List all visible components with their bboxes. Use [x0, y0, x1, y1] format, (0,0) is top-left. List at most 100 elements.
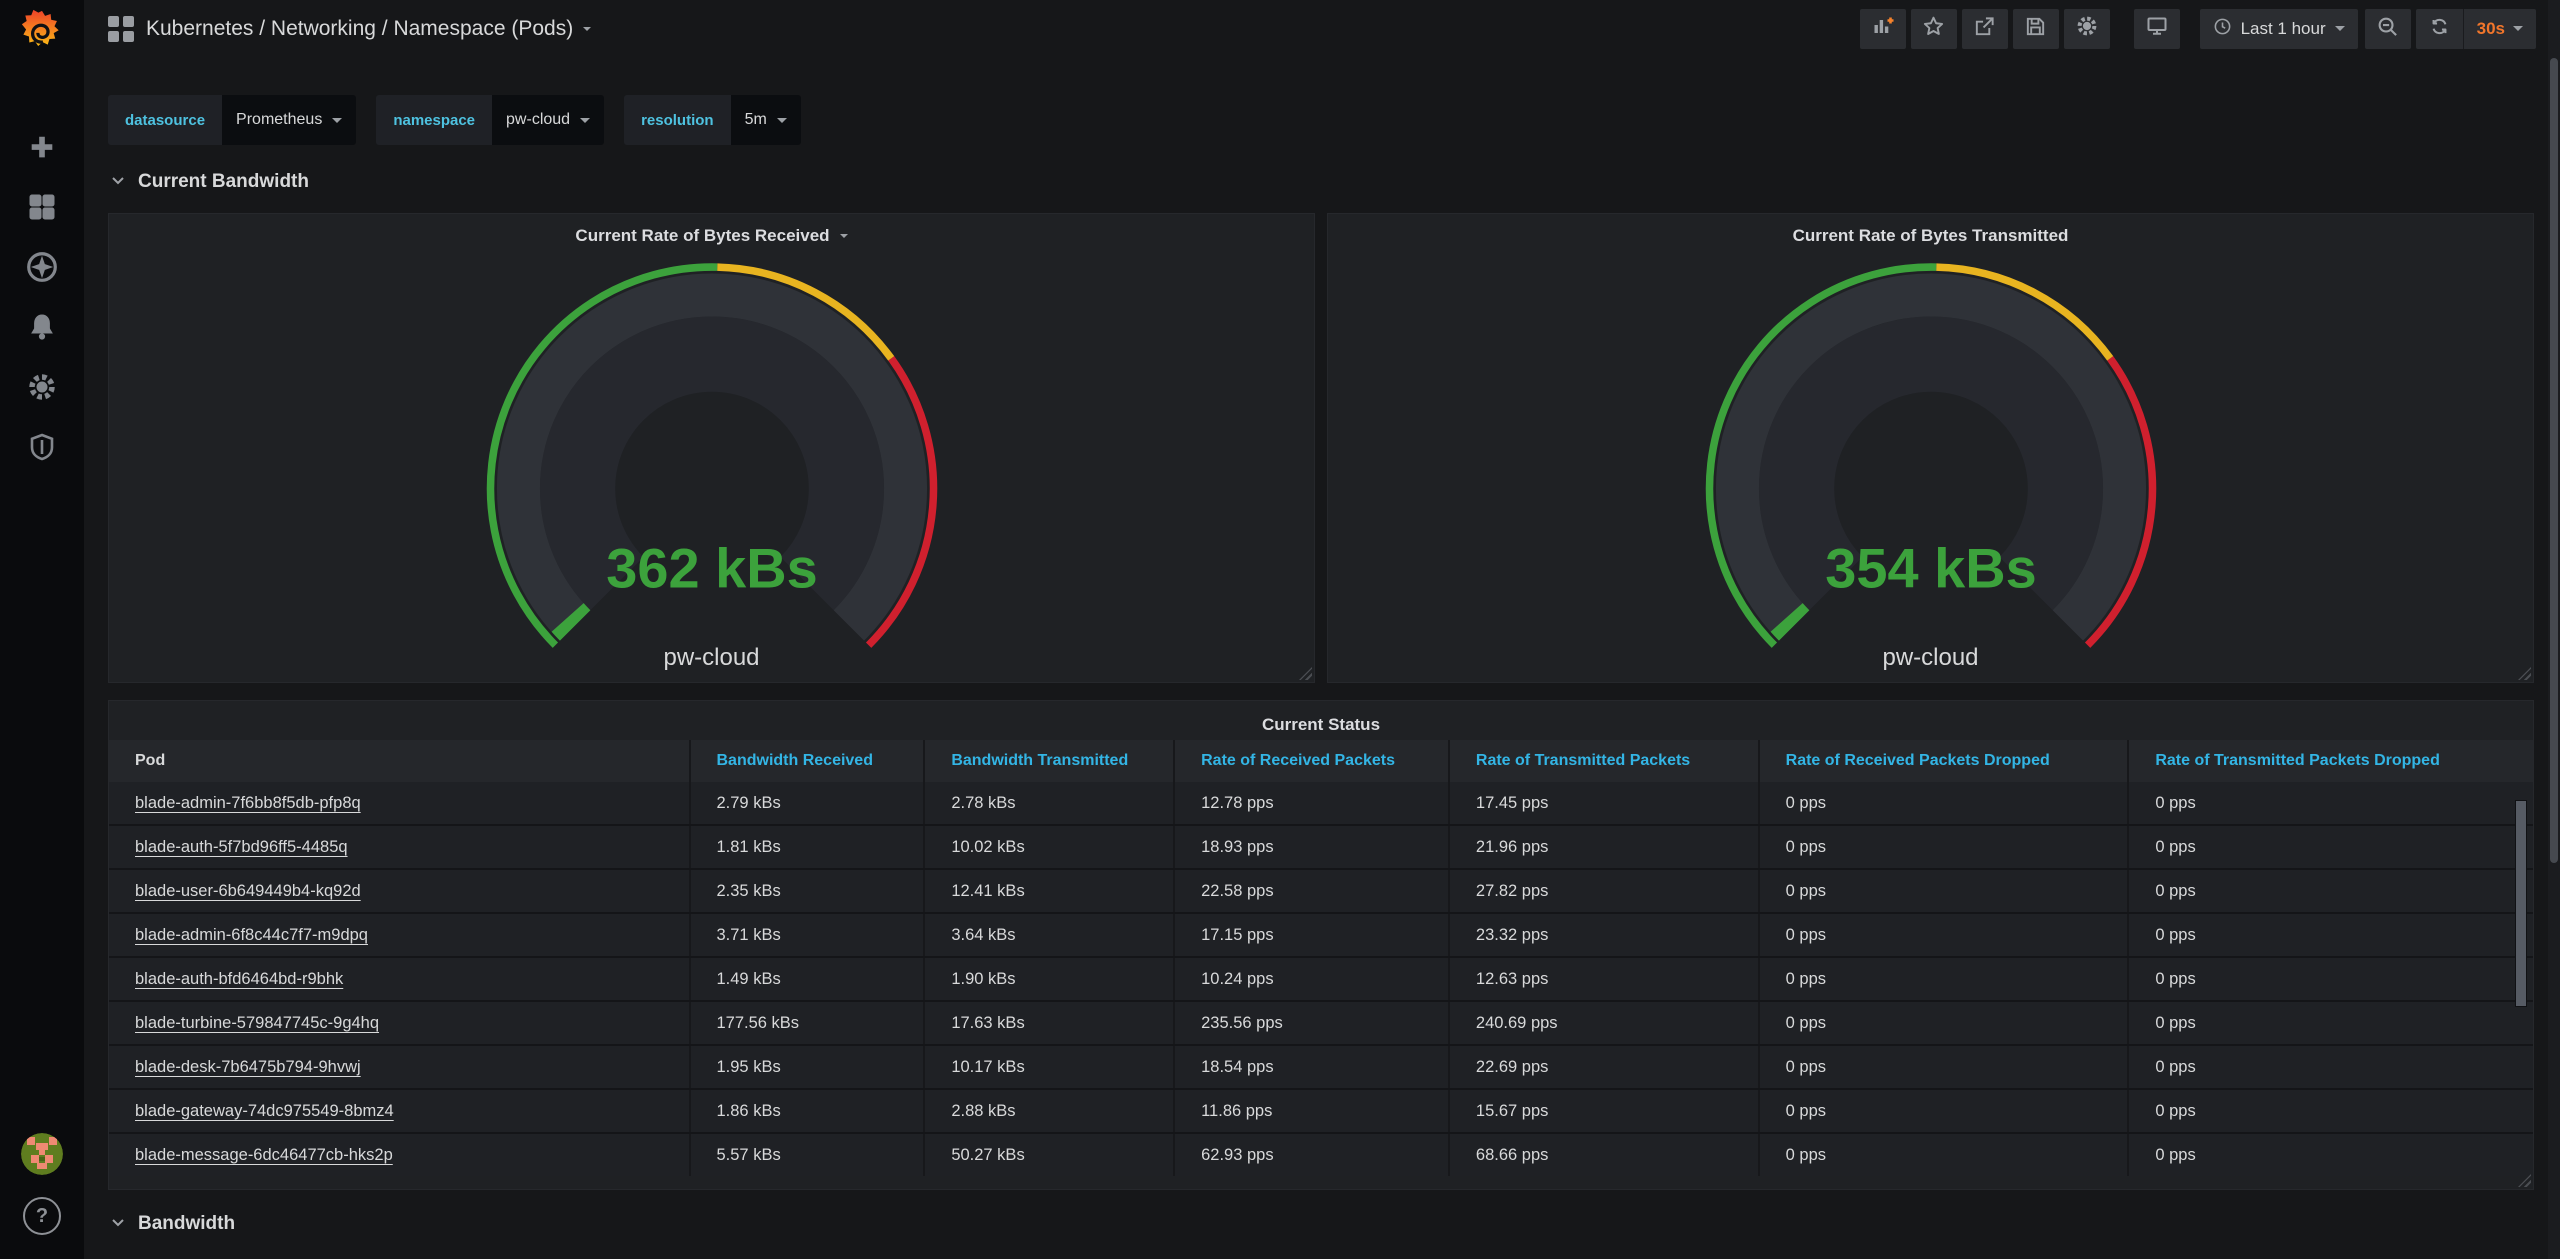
- cell-value: 0 pps: [2155, 1145, 2196, 1164]
- panel-bytes-transmitted: Current Rate of Bytes Transmitted 354 kB…: [1327, 213, 2534, 683]
- table-row: blade-auth-5f7bd96ff5-4485q 1.81 kBs 10.02…: [109, 826, 2533, 870]
- cell-value: 23.32 pps: [1450, 914, 1760, 956]
- server-admin-menu-item[interactable]: [25, 432, 59, 466]
- time-range-caret-icon: [2334, 26, 2345, 31]
- column-header-rate-transmitted-dropped[interactable]: Rate of Transmitted Packets Dropped: [2155, 752, 2440, 769]
- gauge-bytes-transmitted: 354 kBs: [1705, 263, 2156, 648]
- sidebar-menu: [0, 132, 84, 466]
- share-dashboard-button[interactable]: [1961, 8, 2008, 49]
- cell-value: 0 pps: [1760, 1134, 2130, 1176]
- dashboard-title[interactable]: Kubernetes / Networking / Namespace (Pod…: [146, 16, 592, 41]
- cell-value: 21.96 pps: [1450, 826, 1760, 868]
- cell-pod: blade-admin-6f8c44c7f7-m9dpq: [109, 914, 691, 956]
- variable-datasource-value[interactable]: Prometheus: [222, 95, 357, 145]
- panel-title-current-status[interactable]: Current Status: [1261, 715, 1381, 734]
- explore-menu-item[interactable]: [25, 250, 59, 289]
- zoom-out-button[interactable]: [2364, 8, 2411, 49]
- gauge-panels-row: Current Rate of Bytes Received 362 kBs p…: [108, 213, 2560, 683]
- cell-value: 0 pps: [2155, 969, 2196, 988]
- column-header-rate-received[interactable]: Rate of Received Packets: [1175, 740, 1450, 782]
- table-row: blade-message-6dc46477cb-hks2p 5.57 kBs 50…: [109, 1134, 2533, 1176]
- section-current-bandwidth[interactable]: Current Bandwidth: [110, 163, 510, 201]
- refresh-interval-label: 30s: [2476, 18, 2505, 38]
- mark-favorite-button[interactable]: [1910, 8, 1957, 49]
- cell-value: 2.78 kBs: [925, 782, 1176, 824]
- variable-datasource: datasource Prometheus: [108, 95, 357, 145]
- cell-value: 62.93 pps: [1175, 1134, 1450, 1176]
- page-scrollbar[interactable]: [2548, 0, 2560, 1259]
- compass-icon: [25, 250, 59, 289]
- variable-resolution-value-text: 5m: [744, 111, 767, 128]
- monitor-icon: [2145, 14, 2169, 43]
- page-scrollbar-thumb[interactable]: [2550, 58, 2558, 863]
- column-header-rate-received-dropped[interactable]: Rate of Received Packets Dropped: [1760, 740, 2130, 782]
- save-dashboard-button[interactable]: [2012, 8, 2059, 49]
- cell-pod: blade-gateway-74dc975549-8bmz4: [109, 1090, 691, 1132]
- share-icon: [1973, 15, 1996, 43]
- cell-value: 18.54 pps: [1175, 1046, 1450, 1088]
- pod-link[interactable]: blade-message-6dc46477cb-hks2p: [135, 1145, 393, 1164]
- table-scrollbar-thumb[interactable]: [2515, 800, 2527, 1007]
- cell-value: 177.56 kBs: [691, 1002, 926, 1044]
- grafana-logo[interactable]: [19, 8, 65, 54]
- dashboard-settings-button[interactable]: [2063, 8, 2110, 49]
- pod-link[interactable]: blade-auth-5f7bd96ff5-4485q: [135, 837, 348, 856]
- title-caret-icon: [583, 26, 592, 31]
- cell-pod: blade-message-6dc46477cb-hks2p: [109, 1134, 691, 1176]
- cell-value: 10.24 pps: [1175, 958, 1450, 1000]
- help-icon[interactable]: ?: [23, 1197, 61, 1235]
- pod-link[interactable]: blade-turbine-579847745c-9g4hq: [135, 1013, 380, 1032]
- pod-link[interactable]: blade-desk-7b6475b794-9hvwj: [135, 1057, 361, 1076]
- table-row: blade-desk-7b6475b794-9hvwj 1.95 kBs 10.17…: [109, 1046, 2533, 1090]
- create-menu-item[interactable]: [25, 132, 59, 166]
- column-header-pod[interactable]: Pod: [109, 740, 691, 782]
- threshold-ring-red: [2084, 356, 2156, 648]
- column-header-bandwidth-received[interactable]: Bandwidth Received: [691, 740, 926, 782]
- user-avatar[interactable]: [21, 1133, 63, 1175]
- gauge-background-arc: [496, 273, 927, 641]
- configuration-menu-item[interactable]: [25, 372, 59, 406]
- dashboard-grid-icon[interactable]: [108, 15, 134, 42]
- table-row: blade-auth-bfd6464bd-r9bhk 1.49 kBs 1.90 k…: [109, 958, 2533, 1002]
- panel-title-bytes-transmitted[interactable]: Current Rate of Bytes Transmitted: [1328, 226, 2533, 246]
- dashboards-menu-item[interactable]: [25, 192, 59, 226]
- cell-value: 22.69 pps: [1450, 1046, 1760, 1088]
- pod-link[interactable]: blade-admin-7f6bb8f5db-pfp8q: [135, 793, 361, 812]
- cell-value: 1.90 kBs: [925, 958, 1176, 1000]
- variable-resolution-label: resolution: [624, 95, 731, 145]
- variable-namespace-value[interactable]: pw-cloud: [492, 95, 605, 145]
- variables-row: datasource Prometheus namespace pw-cloud…: [108, 95, 2560, 145]
- cycle-view-button[interactable]: [2133, 8, 2180, 49]
- table-row: blade-admin-7f6bb8f5db-pfp8q 2.79 kBs 2.78…: [109, 782, 2533, 826]
- column-header-bandwidth-transmitted[interactable]: Bandwidth Transmitted: [925, 740, 1176, 782]
- gauge-value-arc: [551, 603, 590, 641]
- cell-value: 22.58 pps: [1175, 870, 1450, 912]
- time-range-picker[interactable]: Last 1 hour: [2199, 8, 2358, 49]
- gauge-value: 354 kBs: [1825, 536, 2036, 599]
- refresh-interval-dropdown[interactable]: 30s: [2464, 19, 2536, 39]
- gauge-value: 362 kBs: [606, 536, 817, 599]
- alerting-menu-item[interactable]: [25, 312, 59, 346]
- refresh-button[interactable]: [2416, 9, 2463, 49]
- pod-link[interactable]: blade-gateway-74dc975549-8bmz4: [135, 1101, 394, 1120]
- cell-pod: blade-auth-bfd6464bd-r9bhk: [109, 958, 691, 1000]
- dropdown-caret-icon: [580, 117, 591, 123]
- settings-gear-icon: [2075, 14, 2099, 43]
- cell-value: 10.02 kBs: [925, 826, 1176, 868]
- add-panel-button[interactable]: [1859, 8, 1906, 49]
- refresh-divider: [2462, 8, 2464, 49]
- variable-resolution-value[interactable]: 5m: [730, 95, 801, 145]
- pod-link[interactable]: blade-admin-6f8c44c7f7-m9dpq: [135, 925, 368, 944]
- main-area: Kubernetes / Networking / Namespace (Pod…: [84, 0, 2560, 1259]
- threshold-ring-green: [1705, 263, 1936, 648]
- cell-value: 0 pps: [1760, 782, 2130, 824]
- panel-title-text: Current Rate of Bytes Transmitted: [1792, 226, 2069, 245]
- panel-title-bytes-received[interactable]: Current Rate of Bytes Received: [109, 226, 1314, 246]
- pod-link[interactable]: blade-auth-bfd6464bd-r9bhk: [135, 969, 344, 988]
- pod-link[interactable]: blade-user-6b649449b4-kq92d: [135, 881, 361, 900]
- cell-value: 240.69 pps: [1450, 1002, 1760, 1044]
- section-bandwidth[interactable]: Bandwidth: [110, 1205, 510, 1243]
- column-header-rate-transmitted[interactable]: Rate of Transmitted Packets: [1450, 740, 1760, 782]
- dashboard-title-text: Kubernetes / Networking / Namespace (Pod…: [146, 16, 574, 40]
- time-range-label: Last 1 hour: [2240, 18, 2326, 38]
